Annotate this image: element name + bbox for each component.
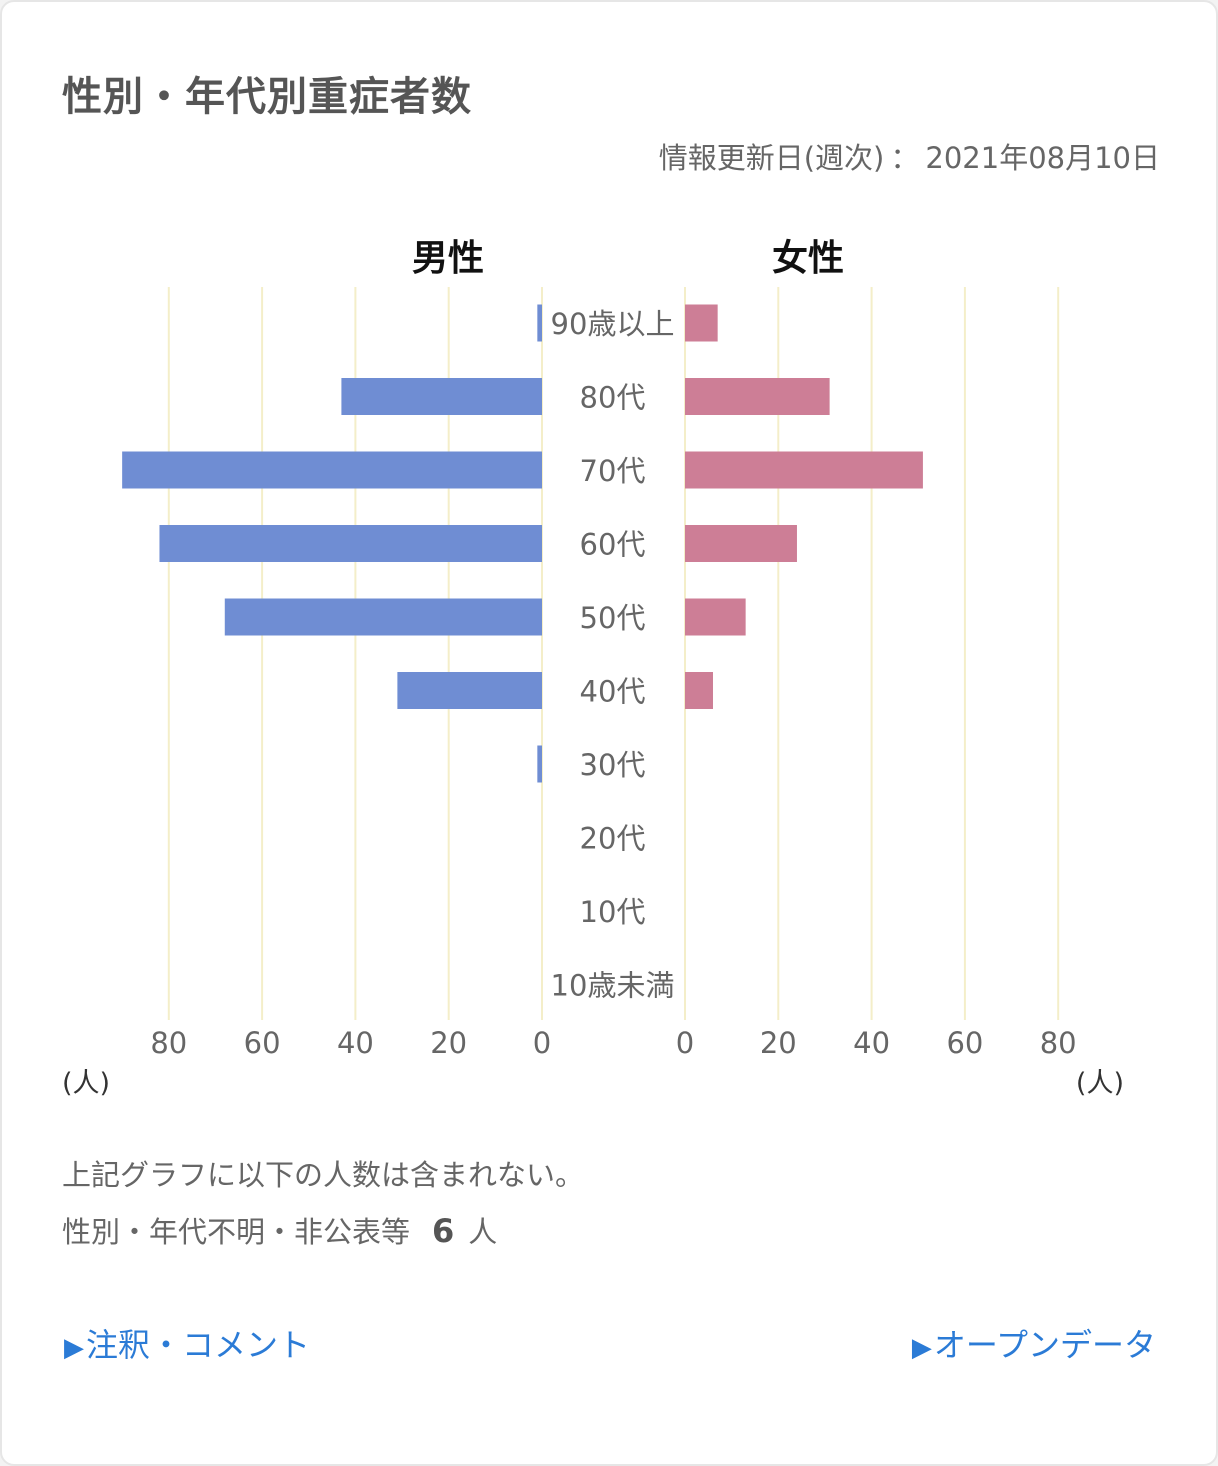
- male-tick-label: 60: [244, 1026, 281, 1060]
- excluded-count: 6: [432, 1212, 455, 1250]
- age-category-label: 40代: [580, 675, 646, 709]
- age-category-label: 50代: [580, 601, 646, 635]
- female-tick-label: 0: [676, 1026, 694, 1060]
- age-category-label: 10代: [580, 895, 646, 929]
- age-category-label: 10歳未満: [551, 969, 675, 1003]
- female-unit-label: (人): [1076, 1068, 1124, 1099]
- age-category-label: 60代: [580, 528, 646, 562]
- update-date: 2021年08月10日: [925, 141, 1160, 175]
- female-tick-label: 40: [853, 1026, 890, 1060]
- male-tick-label: 0: [533, 1026, 551, 1060]
- age-category-label: 20代: [580, 822, 646, 856]
- notes-comments-link[interactable]: ▶注釈・コメント: [64, 1320, 310, 1366]
- play-arrow-icon: ▶: [64, 1333, 84, 1363]
- male-bar: [537, 745, 542, 783]
- card-title: 性別・年代別重症者数: [62, 74, 472, 120]
- female-bar: [685, 525, 797, 562]
- female-bar: [685, 378, 830, 415]
- male-bar: [341, 378, 542, 415]
- male-tick-label: 40: [337, 1026, 374, 1060]
- open-data-label: オープンデータ: [933, 1326, 1156, 1364]
- update-info: 情報更新日(週次)： 2021年08月10日: [659, 135, 1160, 177]
- female-series-label: 女性: [772, 238, 844, 279]
- male-bar: [397, 672, 542, 709]
- age-category-label: 80代: [580, 381, 646, 415]
- female-tick-label: 60: [946, 1026, 983, 1060]
- exclusion-note: 上記グラフに以下の人数は含まれない。: [62, 1158, 585, 1192]
- excluded-count-note: 性別・年代不明・非公表等 6 人: [62, 1209, 497, 1251]
- update-label: 情報更新日(週次): [658, 141, 885, 175]
- female-tick-label: 20: [760, 1026, 797, 1060]
- female-bar: [685, 304, 718, 342]
- age-category-label: 30代: [580, 748, 646, 782]
- female-bar: [685, 672, 713, 709]
- age-category-label: 90歳以上: [551, 307, 675, 341]
- notes-comments-label: 注釈・コメント: [86, 1326, 311, 1364]
- excluded-unit: 人: [468, 1215, 498, 1249]
- excluded-label: 性別・年代不明・非公表等: [62, 1215, 411, 1249]
- male-bar: [159, 525, 542, 562]
- open-data-link[interactable]: ▶オープンデータ: [912, 1320, 1156, 1366]
- male-bar: [122, 451, 543, 489]
- female-bar: [685, 598, 746, 636]
- male-bar: [537, 304, 542, 342]
- male-series-label: 男性: [412, 238, 484, 279]
- male-bar: [224, 598, 542, 636]
- female-tick-label: 80: [1040, 1026, 1077, 1060]
- male-tick-label: 20: [430, 1026, 467, 1060]
- male-unit-label: (人): [62, 1068, 110, 1099]
- female-bar: [685, 451, 923, 489]
- play-arrow-icon: ▶: [911, 1333, 932, 1363]
- update-separator: ：: [890, 141, 920, 175]
- male-tick-label: 80: [150, 1026, 187, 1060]
- age-category-label: 70代: [580, 454, 646, 488]
